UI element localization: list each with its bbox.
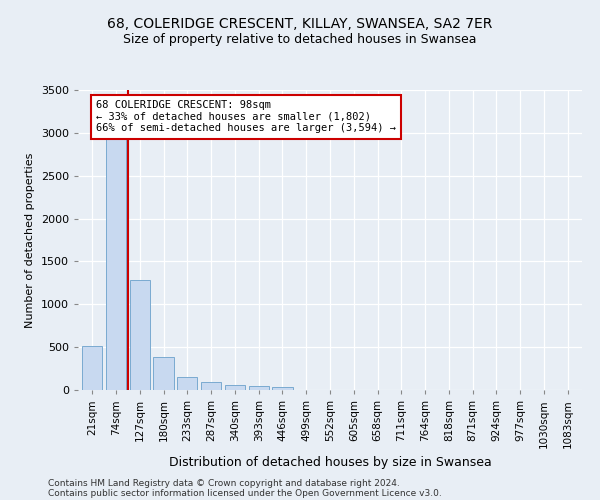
Bar bbox=[272, 387, 293, 390]
Text: Contains public sector information licensed under the Open Government Licence v3: Contains public sector information licen… bbox=[48, 488, 442, 498]
Text: 68 COLERIDGE CRESCENT: 98sqm
← 33% of detached houses are smaller (1,802)
66% of: 68 COLERIDGE CRESCENT: 98sqm ← 33% of de… bbox=[96, 100, 396, 134]
Bar bbox=[248, 386, 269, 390]
Y-axis label: Number of detached properties: Number of detached properties bbox=[25, 152, 35, 328]
Bar bbox=[82, 346, 103, 390]
Bar bbox=[225, 385, 245, 390]
Bar bbox=[177, 376, 197, 390]
X-axis label: Distribution of detached houses by size in Swansea: Distribution of detached houses by size … bbox=[169, 456, 491, 469]
Text: 68, COLERIDGE CRESCENT, KILLAY, SWANSEA, SA2 7ER: 68, COLERIDGE CRESCENT, KILLAY, SWANSEA,… bbox=[107, 18, 493, 32]
Bar bbox=[130, 280, 150, 390]
Text: Size of property relative to detached houses in Swansea: Size of property relative to detached ho… bbox=[123, 32, 477, 46]
Text: Contains HM Land Registry data © Crown copyright and database right 2024.: Contains HM Land Registry data © Crown c… bbox=[48, 478, 400, 488]
Bar bbox=[201, 382, 221, 390]
Bar bbox=[106, 109, 126, 390]
Bar bbox=[154, 356, 173, 390]
